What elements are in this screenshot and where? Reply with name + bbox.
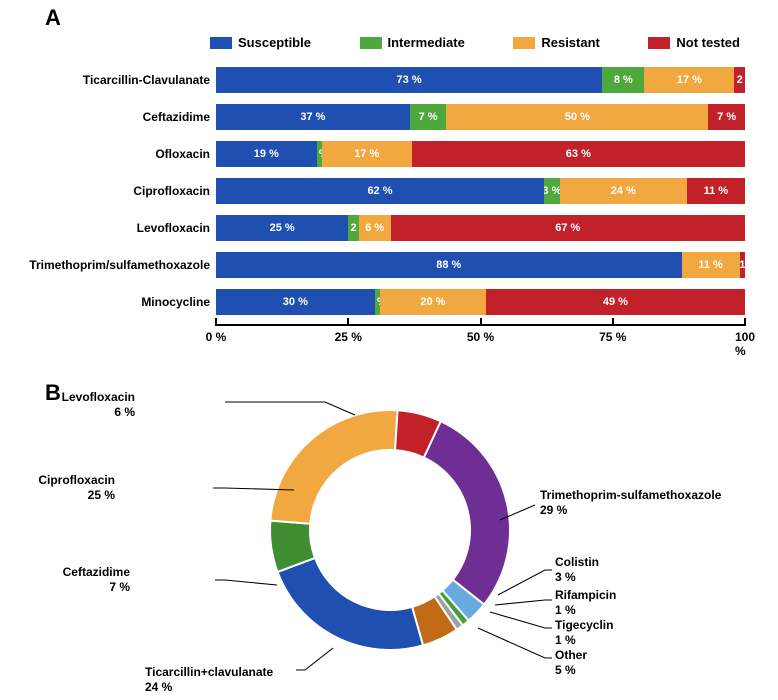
bar-row: Ciprofloxacin62 %3 %24 %11 % [25,176,745,206]
bar-segment: 24 % [560,178,687,204]
legend-swatch [648,37,670,49]
bar-segment: 1 [740,252,745,278]
bar-row-label: Minocycline [25,295,216,309]
legend-swatch [360,37,382,49]
bar-row: Levofloxacin25 %26 %67 % [25,213,745,243]
bar-segment: 50 % [446,104,708,130]
donut-slice [278,558,423,650]
legend-label: Susceptible [238,35,311,50]
legend-label: Intermediate [388,35,465,50]
donut-slice [270,410,397,524]
bar-segment: 63 % [412,141,745,167]
bar-track: 25 %26 %67 % [216,215,745,241]
donut-slice-label: Levofloxacin6 % [62,390,135,420]
bar-track: 37 %7 %50 %7 % [216,104,745,130]
bar-segment: 67 % [391,215,745,241]
bar-row: Trimethoprim/sulfamethoxazole88 %11 %1 [25,250,745,280]
bar-row-label: Ofloxacin [25,147,216,161]
donut-slice-label: Ciprofloxacin25 % [38,473,115,503]
legend-item: Intermediate [360,35,465,50]
donut-slice-label: Trimethoprim-sulfamethoxazole29 % [540,488,721,518]
bar-segment: 73 % [216,67,602,93]
x-axis-tick [744,318,746,326]
panel-a-label: A [45,5,61,31]
bar-segment: 25 % [216,215,348,241]
legend-item: Resistant [513,35,600,50]
bar-row: Minocycline30 %1 %20 %49 % [25,287,745,317]
bar-row-label: Ticarcillin-Clavulanate [25,73,216,87]
legend-item: Susceptible [210,35,311,50]
legend-swatch [210,37,232,49]
bar-segment: 17 % [644,67,734,93]
donut-slice-label: Ceftazidime7 % [63,565,130,595]
donut-slice-label: Colistin3 % [555,555,599,585]
bar-chart-x-axis: 0 %25 %50 %75 %100 % [216,324,745,351]
x-axis-tick [612,318,614,326]
bar-segment: 11 % [682,252,740,278]
x-axis-tick-label: 50 % [467,330,494,344]
bar-segment: 8 % [602,67,644,93]
x-axis-tick-label: 100 % [735,330,755,358]
bar-segment: 20 % [380,289,486,315]
x-axis-tick [215,318,217,326]
bar-segment: 11 % [687,178,745,204]
bar-segment: 2 [348,215,359,241]
bar-track: 30 %1 %20 %49 % [216,289,745,315]
x-axis-tick-label: 75 % [599,330,626,344]
donut-svg [265,405,515,655]
bar-track: 73 %8 %17 %2 [216,67,745,93]
bar-segment: 37 % [216,104,410,130]
bar-segment: 30 % [216,289,375,315]
bar-track: 88 %11 %1 [216,252,745,278]
bar-segment: 7 % [708,104,745,130]
bar-segment: 19 % [216,141,317,167]
x-axis-tick [347,318,349,326]
bar-segment: 88 % [216,252,682,278]
bar-segment: 2 [734,67,745,93]
bar-chart-legend: Susceptible Intermediate Resistant Not test… [210,35,740,50]
bar-segment: 6 % [359,215,391,241]
legend-swatch [513,37,535,49]
legend-item: Not tested [648,35,740,50]
bar-segment: 62 % [216,178,544,204]
bar-track: 62 %3 %24 %11 % [216,178,745,204]
bar-row-label: Ciprofloxacin [25,184,216,198]
x-axis-tick [480,318,482,326]
bar-row-label: Ceftazidime [25,110,216,124]
bar-row: Ticarcillin-Clavulanate73 %8 %17 %2 [25,65,745,95]
donut-slice-label: Tigecyclin1 % [555,618,613,648]
bar-track: 19 %1 %17 %63 % [216,141,745,167]
x-axis-tick-label: 0 % [206,330,227,344]
bar-segment: 17 % [322,141,412,167]
bar-row: Ceftazidime37 %7 %50 %7 % [25,102,745,132]
legend-label: Not tested [676,35,740,50]
bar-segment: 7 % [410,104,447,130]
donut-slice-label: Other5 % [555,648,587,678]
donut-slice-label: Ticarcillin+clavulanate24 % [145,665,273,695]
donut-slice-label: Rifampicin1 % [555,588,616,618]
bar-chart: Ticarcillin-Clavulanate73 %8 %17 %2Cefta… [25,65,745,351]
x-axis-tick-label: 25 % [335,330,362,344]
bar-row-label: Trimethoprim/sulfamethoxazole [25,258,216,272]
bar-segment: 49 % [486,289,745,315]
legend-label: Resistant [541,35,600,50]
donut-chart: Trimethoprim-sulfamethoxazole29 % Colisti… [0,390,778,690]
donut-slice [424,421,510,604]
bar-segment: 3 % [544,178,560,204]
bar-row: Ofloxacin19 %1 %17 %63 % [25,139,745,169]
bar-row-label: Levofloxacin [25,221,216,235]
